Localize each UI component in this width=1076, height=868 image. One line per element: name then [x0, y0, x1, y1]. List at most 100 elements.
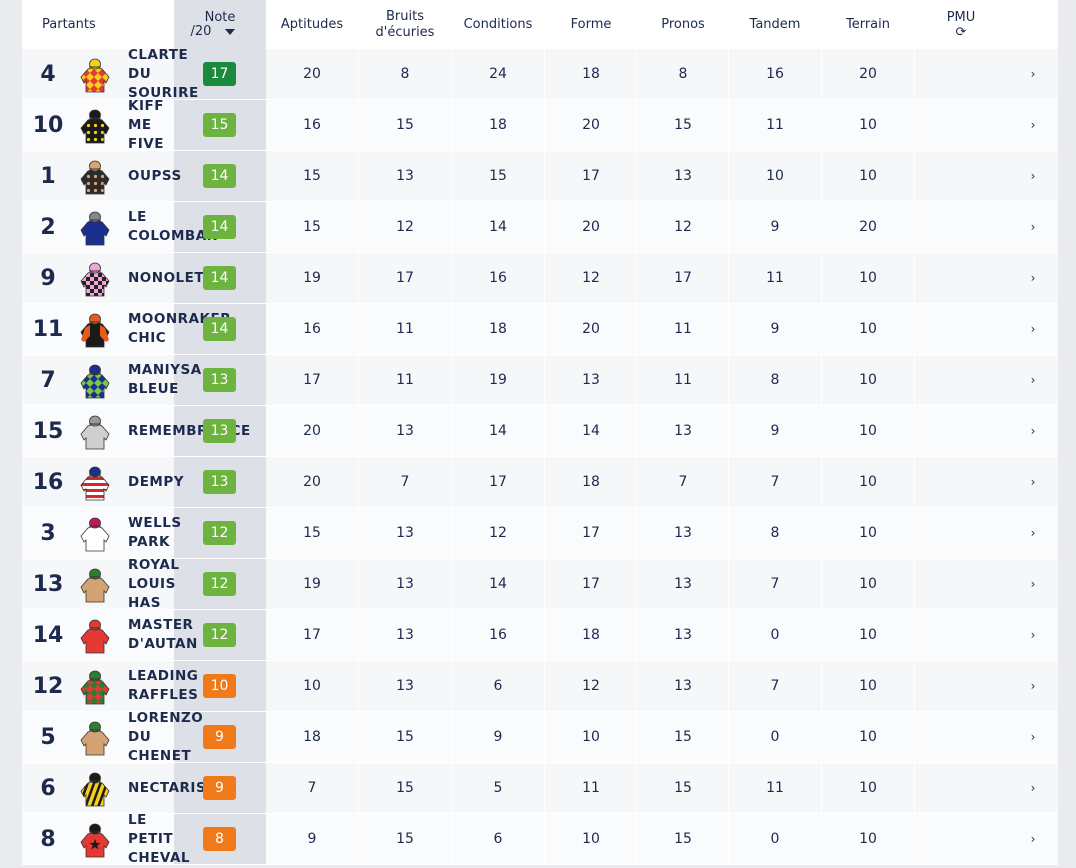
header-bruits[interactable]: Bruits d'écuries — [359, 0, 451, 49]
table-row[interactable]: 4 CLARTE DU SOURIRE 17 20 8 24 18 8 16 20 › — [22, 47, 1058, 101]
note-badge: 13 — [203, 368, 236, 392]
table-row[interactable]: 6 NECTARIS 9 7 15 5 11 15 11 10 › — [22, 763, 1058, 814]
runner-name[interactable]: WELLS PARK — [128, 508, 248, 558]
chevron-right-icon[interactable]: › — [1030, 577, 1036, 591]
column-separator — [728, 457, 729, 507]
cell-terrain: 10 — [859, 372, 877, 388]
header-tandem[interactable]: Tandem — [729, 0, 821, 49]
column-separator — [636, 202, 637, 252]
column-separator — [914, 100, 915, 150]
note-badge: 14 — [203, 215, 236, 239]
table-row[interactable]: 8 LE PETIT CHEVAL 8 9 15 6 10 15 0 10 › — [22, 812, 1058, 866]
runner-number: 2 — [40, 214, 56, 240]
chevron-right-icon[interactable]: › — [1030, 322, 1036, 336]
header-forme-label: Forme — [570, 16, 612, 32]
runner-name[interactable]: LE COLOMBAR — [128, 202, 248, 252]
runner-name[interactable]: MANIYSA BLEUE — [128, 355, 248, 405]
header-partants[interactable]: Partants — [42, 0, 96, 49]
header-note[interactable]: Note /20 — [174, 0, 266, 49]
sort-caret-icon[interactable] — [225, 28, 236, 35]
runner-name[interactable]: MASTER D'AUTAN — [128, 610, 248, 660]
note-badge: 14 — [203, 266, 236, 290]
table-row[interactable]: 11 MOONRAKER CHIC 14 16 11 18 20 11 9 10 › — [22, 304, 1058, 355]
header-pmu[interactable]: PMU ⟳ — [915, 0, 1007, 49]
refresh-icon[interactable]: ⟳ — [955, 24, 967, 40]
table-row[interactable]: 5 LORENZO DU CHENET 9 18 15 9 10 15 0 10 › — [22, 710, 1058, 764]
runner-name[interactable]: LEADING RAFFLES — [128, 661, 248, 711]
header-forme[interactable]: Forme — [545, 0, 637, 49]
column-separator — [914, 202, 915, 252]
runner-name-line: RAFFLES — [128, 687, 199, 703]
table-row[interactable]: 9 NONOLETA 14 19 17 16 12 17 11 10 › — [22, 253, 1058, 304]
cell-forme: 20 — [582, 219, 600, 235]
runner-name[interactable]: LORENZO DU CHENET — [128, 710, 248, 764]
cell-terrain: 10 — [859, 270, 877, 286]
table-row[interactable]: 15 REMEMBRANCE 13 20 13 14 14 13 9 10 › — [22, 406, 1058, 457]
cell-bruits: 15 — [396, 729, 414, 745]
runner-name[interactable]: ROYAL LOUIS HAS — [128, 557, 248, 611]
chevron-right-icon[interactable]: › — [1030, 832, 1036, 846]
table-row[interactable]: 16 DEMPY 13 20 7 17 18 7 7 10 › — [22, 457, 1058, 508]
cell-aptitudes: 20 — [303, 66, 321, 82]
cell-forme: 17 — [582, 168, 600, 184]
chevron-right-icon[interactable]: › — [1030, 67, 1036, 81]
table-row[interactable]: 10 KIFF ME FIVE 15 16 15 18 20 15 11 10 › — [22, 97, 1058, 152]
cell-aptitudes: 10 — [303, 678, 321, 694]
table-row[interactable]: 14 MASTER D'AUTAN 12 17 13 16 18 13 0 10 › — [22, 610, 1058, 661]
column-separator — [358, 508, 359, 558]
chevron-right-icon[interactable]: › — [1030, 475, 1036, 489]
runner-name[interactable]: CLARTE DU SOURIRE — [128, 47, 248, 101]
header-pronos[interactable]: Pronos — [637, 0, 729, 49]
chevron-right-icon[interactable]: › — [1030, 526, 1036, 540]
runner-number: 9 — [40, 265, 56, 291]
runner-name-line: WELLS — [128, 515, 182, 531]
jockey-silk-icon — [78, 414, 112, 450]
cell-tandem: 8 — [770, 372, 780, 388]
cell-terrain: 10 — [859, 525, 877, 541]
cell-bruits: 15 — [396, 780, 414, 796]
header-terrain[interactable]: Terrain — [822, 0, 914, 49]
header-aptitudes[interactable]: Aptitudes — [266, 0, 358, 49]
cell-tandem: 0 — [770, 729, 780, 745]
runner-name[interactable]: NONOLETA — [128, 253, 248, 303]
runner-name[interactable]: DEMPY — [128, 457, 248, 507]
table-row[interactable]: 12 LEADING RAFFLES 10 10 13 6 12 13 7 10 › — [22, 661, 1058, 712]
runner-name[interactable]: OUPSS — [128, 151, 248, 201]
table-row[interactable]: 1 OUPSS 14 15 13 15 17 13 10 10 › — [22, 151, 1058, 202]
header-bruits-label: Bruits — [386, 8, 424, 24]
cell-terrain: 10 — [859, 321, 877, 337]
runner-name[interactable]: LE PETIT CHEVAL — [128, 812, 248, 866]
table-row[interactable]: 7 MANIYSA BLEUE 13 17 11 19 13 11 8 10 › — [22, 355, 1058, 406]
header-pronos-label: Pronos — [661, 16, 705, 32]
chevron-right-icon[interactable]: › — [1030, 628, 1036, 642]
chevron-right-icon[interactable]: › — [1030, 424, 1036, 438]
cell-forme: 18 — [582, 474, 600, 490]
header-conditions[interactable]: Conditions — [452, 0, 544, 49]
column-separator — [544, 508, 545, 558]
chevron-right-icon[interactable]: › — [1030, 781, 1036, 795]
chevron-right-icon[interactable]: › — [1030, 220, 1036, 234]
chevron-right-icon[interactable]: › — [1030, 169, 1036, 183]
table-row[interactable]: 13 ROYAL LOUIS HAS 12 19 13 14 17 13 7 10 › — [22, 557, 1058, 611]
table-row[interactable]: 3 WELLS PARK 12 15 13 12 17 13 8 10 › — [22, 508, 1058, 559]
chevron-right-icon[interactable]: › — [1030, 679, 1036, 693]
column-separator — [636, 610, 637, 660]
cell-terrain: 10 — [859, 729, 877, 745]
jockey-silk-icon — [78, 363, 112, 399]
header-bruits-label-2: d'écuries — [375, 24, 435, 40]
column-separator — [358, 610, 359, 660]
runner-name[interactable]: KIFF ME FIVE — [128, 97, 248, 152]
column-separator — [451, 202, 452, 252]
runner-name-line: MANIYSA — [128, 362, 202, 378]
column-separator — [821, 457, 822, 507]
chevron-right-icon[interactable]: › — [1030, 373, 1036, 387]
column-separator — [544, 712, 545, 762]
chevron-right-icon[interactable]: › — [1030, 271, 1036, 285]
runner-name-line: KIFF — [128, 97, 164, 114]
column-separator — [451, 508, 452, 558]
chevron-right-icon[interactable]: › — [1030, 730, 1036, 744]
chevron-right-icon[interactable]: › — [1030, 118, 1036, 132]
runner-name[interactable]: NECTARIS — [128, 763, 248, 813]
cell-aptitudes: 18 — [303, 729, 321, 745]
table-row[interactable]: 2 LE COLOMBAR 14 15 12 14 20 12 9 20 › — [22, 202, 1058, 253]
